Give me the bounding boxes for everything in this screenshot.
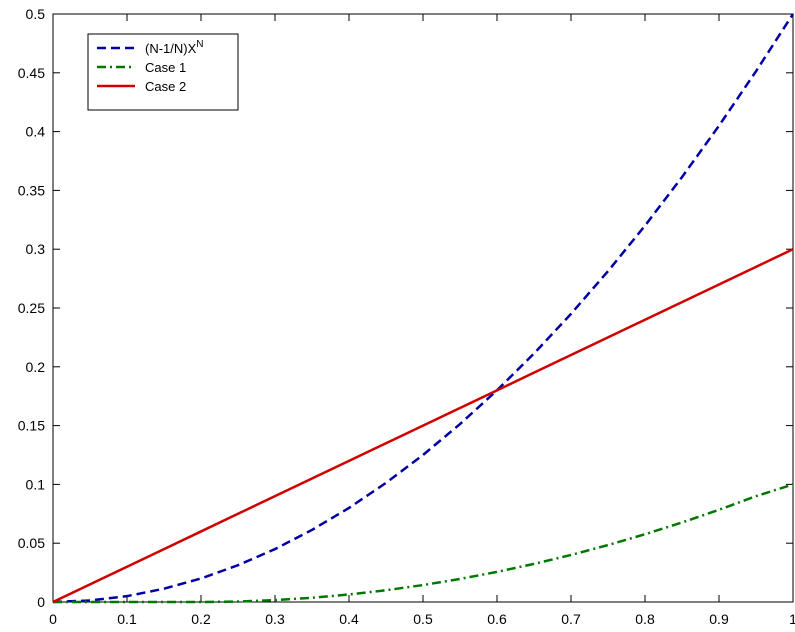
- x-tick-label: 0.9: [709, 611, 729, 627]
- x-tick-label: 0.2: [191, 611, 211, 627]
- x-tick-label: 0.3: [265, 611, 285, 627]
- legend-box: [87, 33, 239, 111]
- y-tick-label: 0.5: [26, 6, 46, 22]
- legend: (N-1/N)XN Case 1 Case 2: [87, 33, 239, 111]
- legend-label-text: (N-1/N)X: [145, 41, 197, 56]
- legend-entries: (N-1/N)XN Case 1 Case 2: [97, 39, 204, 94]
- x-tick-label: 0.1: [117, 611, 137, 627]
- y-tick-label: 0.35: [18, 182, 45, 198]
- y-tick-label: 0.3: [26, 241, 46, 257]
- legend-label-3: Case 2: [145, 79, 186, 94]
- x-tick-label: 0.5: [413, 611, 433, 627]
- y-tick-label: 0.1: [26, 476, 46, 492]
- axis-tick-labels: 0 0.1 0.2 0.3 0.4 0.5 0.6 0.7 0.8 0.9 1 0 0.05 0.1 0.1…: [18, 6, 795, 627]
- legend-label-text: Case 1: [145, 60, 186, 75]
- x-tick-label: 1: [789, 611, 795, 627]
- legend-label-1: (N-1/N)XN: [145, 39, 204, 56]
- y-tick-label: 0.25: [18, 300, 45, 316]
- x-tick-label: 0: [49, 611, 57, 627]
- x-tick-label: 0.4: [339, 611, 359, 627]
- y-tick-label: 0.15: [18, 418, 45, 434]
- series-lines: [52, 13, 795, 604]
- legend-label-superscript: N: [196, 39, 203, 50]
- y-tick-label: 0: [37, 594, 45, 610]
- y-tick-label: 0.45: [18, 65, 45, 81]
- y-tick-label: 0.2: [26, 359, 46, 375]
- x-tick-label: 0.6: [487, 611, 507, 627]
- legend-label-2: Case 1: [145, 60, 186, 75]
- x-tick-label: 0.8: [635, 611, 655, 627]
- series-line-3: [52, 248, 794, 604]
- legend-label-text: Case 2: [145, 79, 186, 94]
- x-tick-label: 0.7: [561, 611, 581, 627]
- axis-ticks: [52, 13, 794, 603]
- y-tick-label: 0.4: [26, 124, 46, 140]
- y-tick-label: 0.05: [18, 535, 45, 551]
